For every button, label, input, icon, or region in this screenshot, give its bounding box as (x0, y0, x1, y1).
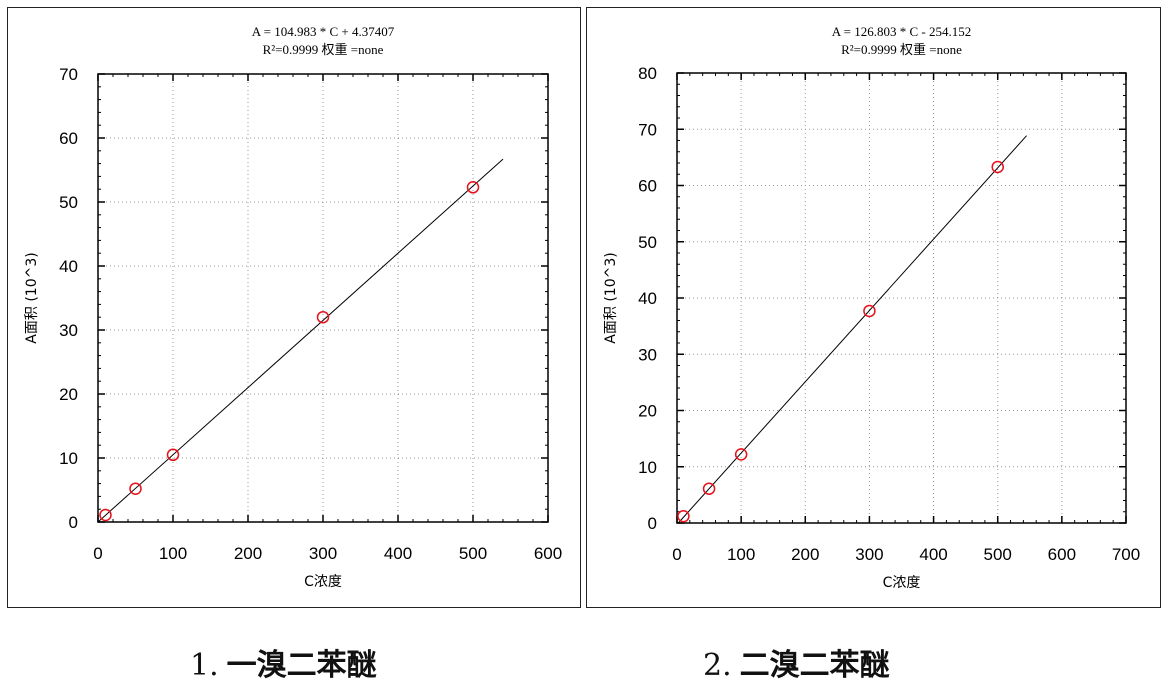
chart-panel-1: A = 104.983 * C + 4.37407 R²=0.9999 权重 =n… (7, 7, 581, 608)
data-point (677, 510, 690, 523)
x-tick-label: 400 (919, 545, 947, 564)
y-tick-label: 0 (69, 513, 78, 532)
y-axis-label: A面积 (10^3) (603, 252, 619, 343)
y-tick-label: 30 (638, 345, 657, 364)
chart-1: A = 104.983 * C + 4.37407 R²=0.9999 权重 =n… (24, 24, 562, 590)
chart-2: A = 126.803 * C - 254.152 R²=0.9999 权重 =n… (603, 24, 1140, 591)
y-tick-label: 0 (648, 514, 657, 533)
fit-line (677, 135, 1027, 524)
y-tick-label: 30 (59, 321, 78, 340)
x-tick-label: 200 (234, 544, 262, 563)
y-tick-label: 70 (638, 120, 657, 139)
data-point (99, 508, 112, 522)
y-tick-label: 10 (638, 458, 657, 477)
x-tick-label: 0 (93, 544, 102, 563)
y-tick-label: 40 (59, 257, 78, 276)
data-point (466, 181, 480, 194)
chart-caption-2: 2. 二溴二苯醚 (703, 640, 890, 684)
x-axis-label: C浓度 (883, 575, 921, 591)
caption-compound-name: 二溴二苯醚 (739, 648, 890, 683)
equation-label: A = 126.803 * C - 254.152 (832, 24, 972, 39)
x-tick-label: 700 (1112, 545, 1140, 564)
data-point (166, 448, 180, 462)
caption-number: 2. (703, 648, 732, 683)
data-point (734, 448, 748, 461)
y-axis-label: A面积 (10^3) (24, 252, 40, 343)
data-point (316, 310, 330, 324)
y-tick-label: 40 (638, 289, 657, 308)
x-tick-label: 300 (309, 544, 337, 563)
chart-panel-2: A = 126.803 * C - 254.152 R²=0.9999 权重 =n… (586, 7, 1161, 608)
x-tick-label: 100 (159, 544, 187, 563)
equation-label: A = 104.983 * C + 4.37407 (252, 24, 395, 39)
y-tick-label: 20 (59, 385, 78, 404)
y-tick-label: 70 (59, 65, 78, 84)
x-tick-label: 500 (984, 545, 1012, 564)
y-tick-label: 80 (638, 64, 657, 83)
y-tick-label: 60 (59, 129, 78, 148)
caption-number: 1. (190, 648, 219, 683)
data-point (863, 304, 876, 318)
fit-info-label: R²=0.9999 权重 =none (263, 42, 384, 57)
chart-caption-1: 1. 一溴二苯醚 (190, 640, 377, 684)
data-point (129, 482, 142, 495)
y-tick-label: 60 (638, 177, 657, 196)
y-tick-label: 50 (59, 193, 78, 212)
caption-compound-name: 一溴二苯醚 (226, 648, 377, 683)
x-tick-label: 600 (1048, 545, 1076, 564)
x-tick-label: 600 (534, 544, 562, 563)
data-point (991, 160, 1004, 174)
fit-line (97, 158, 504, 523)
y-tick-label: 10 (59, 449, 78, 468)
x-axis-label: C浓度 (304, 574, 342, 590)
x-tick-label: 100 (727, 545, 755, 564)
fit-info-label: R²=0.9999 权重 =none (841, 42, 962, 57)
x-tick-label: 400 (384, 544, 412, 563)
y-tick-label: 50 (638, 233, 657, 252)
x-tick-label: 500 (459, 544, 487, 563)
y-tick-label: 20 (638, 402, 657, 421)
data-point (702, 482, 716, 495)
x-tick-label: 300 (855, 545, 883, 564)
x-tick-label: 0 (672, 545, 681, 564)
x-tick-label: 200 (791, 545, 819, 564)
